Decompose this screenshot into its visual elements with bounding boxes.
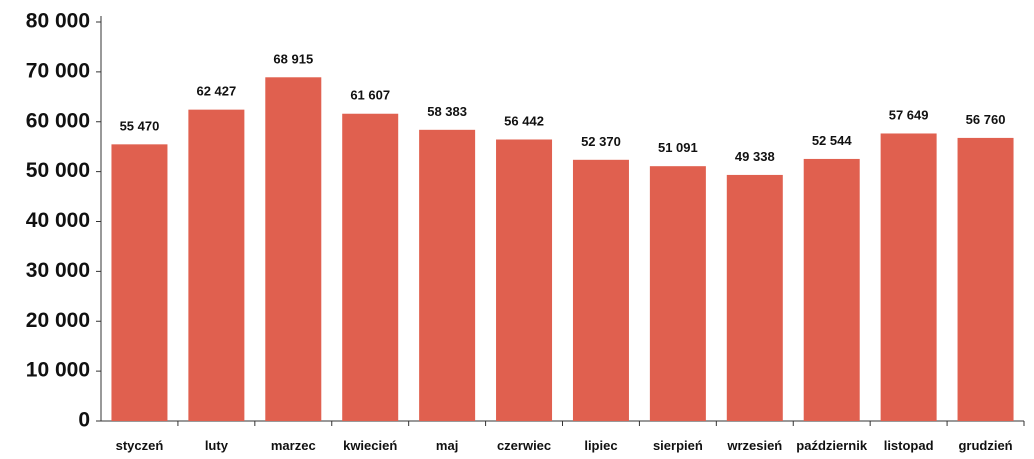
bars xyxy=(111,77,1014,422)
bar xyxy=(265,77,322,421)
x-axis: styczeń luty marzec kwiecień maj czerwiec lipi… xyxy=(101,420,1025,453)
bar xyxy=(188,109,245,422)
data-labels: 55 470 62 427 68 915 61 607 58 383 56 442 52 3… xyxy=(120,51,1006,164)
y-tick-label: 0 xyxy=(78,409,90,432)
y-tick-label: 70 000 xyxy=(26,59,90,82)
bar xyxy=(803,158,860,421)
data-label: 62 427 xyxy=(196,84,236,99)
y-tick-label: 50 000 xyxy=(26,159,90,182)
x-tick-label: sierpień xyxy=(653,438,703,453)
data-label: 52 370 xyxy=(581,134,621,149)
y-tick-label: 60 000 xyxy=(26,109,90,132)
y-tick-label: 40 000 xyxy=(26,209,90,232)
bar xyxy=(880,133,937,421)
data-label: 57 649 xyxy=(889,107,929,122)
bar xyxy=(572,159,629,421)
data-label: 49 338 xyxy=(735,149,775,164)
y-tick-label: 30 000 xyxy=(26,259,90,282)
data-label: 56 442 xyxy=(504,113,544,128)
data-label: 68 915 xyxy=(273,51,313,66)
bar xyxy=(649,166,706,421)
data-label: 56 760 xyxy=(966,112,1006,127)
x-tick-label: czerwiec xyxy=(497,438,551,453)
data-label: 55 470 xyxy=(120,118,160,133)
x-tick-label: październik xyxy=(796,438,868,453)
y-tick-label: 20 000 xyxy=(26,309,90,332)
bar xyxy=(419,129,476,421)
bar xyxy=(496,139,553,421)
y-tick-label: 10 000 xyxy=(26,359,90,382)
data-label: 61 607 xyxy=(350,88,390,103)
data-label: 52 544 xyxy=(812,133,853,148)
x-tick-label: lipiec xyxy=(584,438,617,453)
bar xyxy=(726,174,783,421)
data-label: 58 383 xyxy=(427,104,467,119)
x-tick-label: grudzień xyxy=(958,438,1012,453)
data-label: 51 091 xyxy=(658,140,698,155)
y-axis: 0 10 000 20 000 30 000 40 000 50 000 60 000 70 … xyxy=(26,10,102,432)
x-tick-label: styczeń xyxy=(116,438,164,453)
bar xyxy=(957,137,1014,422)
y-tick-label: 80 000 xyxy=(26,10,90,33)
x-tick-label: maj xyxy=(436,438,458,453)
x-tick-label: luty xyxy=(205,438,229,453)
bar xyxy=(342,113,399,422)
x-tick-label: wrzesień xyxy=(726,438,782,453)
x-tick-label: listopad xyxy=(884,438,934,453)
x-tick-label: marzec xyxy=(271,438,316,453)
bar xyxy=(111,144,168,421)
x-tick-label: kwiecień xyxy=(343,438,397,453)
